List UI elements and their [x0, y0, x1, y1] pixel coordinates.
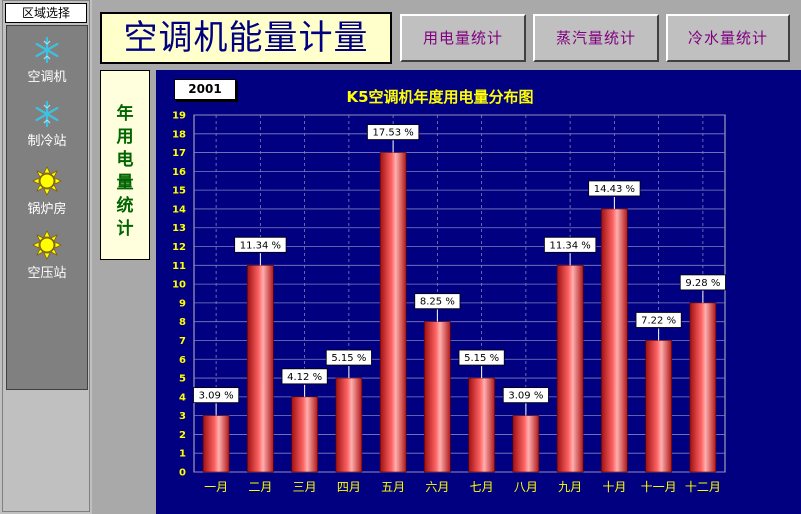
sidebar-item-label: 空压站 [27, 266, 67, 281]
y-tick-label: 18 [172, 129, 186, 140]
data-label-box [679, 274, 726, 291]
y-tick-label: 13 [172, 223, 186, 234]
electricity-stats-button[interactable]: 用电量统计 [400, 14, 526, 62]
y-tick-label: 19 [172, 111, 186, 122]
bar [645, 340, 672, 473]
snowflake-icon [35, 36, 59, 64]
data-label-box [544, 236, 597, 253]
y-tick-label: 2 [179, 430, 186, 441]
data-label-box [234, 236, 287, 253]
bar [689, 302, 717, 473]
data-label: 17.53 % [372, 128, 413, 139]
sidebar-item-label: 制冷站 [27, 134, 67, 149]
bar [335, 377, 363, 473]
y-tick-label: 7 [179, 336, 186, 347]
x-tick-label: 九月 [558, 480, 582, 494]
y-tick-label: 10 [172, 280, 186, 291]
bar [202, 415, 230, 473]
sidebar-item-label: 锅炉房 [27, 202, 67, 217]
data-label-box [281, 368, 328, 385]
y-tick-label: 11 [172, 261, 186, 272]
y-tick-label: 3 [179, 411, 186, 422]
y-tick-label: 16 [172, 167, 186, 178]
chart-title: K5空调机年度用电量分布图 [346, 88, 534, 106]
sidebar-item-ac-unit[interactable]: 空调机 [7, 36, 87, 85]
y-tick-label: 5 [179, 374, 186, 385]
bar [468, 377, 495, 473]
annual-electricity-label: 年用电量统计 [100, 70, 150, 260]
bar [601, 208, 628, 473]
y-tick-label: 4 [179, 392, 186, 403]
bar [291, 396, 318, 473]
x-tick-label: 一月 [204, 480, 228, 494]
x-tick-label: 三月 [293, 480, 317, 494]
bar [247, 265, 274, 473]
data-label: 9.28 % [685, 278, 720, 289]
region-select-header: 区域选择 [5, 3, 87, 23]
x-tick-label: 六月 [425, 480, 449, 494]
bar [379, 152, 407, 473]
year-field[interactable]: 2001 [174, 79, 236, 100]
sun-icon [32, 166, 62, 196]
bar [556, 265, 584, 473]
y-tick-label: 6 [179, 355, 186, 366]
data-label: 5.15 % [464, 353, 499, 364]
sidebar-item-chiller-station[interactable]: 制冷站 [7, 100, 87, 149]
x-tick-label: 十月 [602, 480, 626, 494]
x-tick-label: 四月 [337, 480, 361, 494]
data-label: 3.09 % [199, 391, 234, 402]
y-tick-label: 9 [179, 298, 186, 309]
chilled-water-stats-button[interactable]: 冷水量统计 [666, 14, 790, 62]
steam-stats-button[interactable]: 蒸汽量统计 [533, 14, 659, 62]
data-label-box [325, 349, 372, 366]
y-tick-label: 12 [172, 242, 186, 253]
data-label-box [367, 124, 420, 140]
bar [512, 415, 540, 473]
data-label: 11.34 % [240, 240, 281, 251]
data-label: 4.12 % [287, 372, 322, 383]
y-tick-label: 0 [179, 468, 186, 479]
snowflake-icon [35, 100, 59, 128]
sidebar-item-boiler-room[interactable]: 锅炉房 [7, 166, 87, 217]
data-label-box [635, 312, 682, 328]
x-tick-label: 十二月 [685, 480, 721, 494]
region-panel: 区域选择 空调机 [2, 0, 90, 512]
data-label: 5.15 % [331, 353, 366, 364]
x-tick-label: 十一月 [641, 480, 677, 494]
region-list: 空调机 制冷站 [6, 25, 88, 390]
data-label-box [588, 180, 641, 197]
page-title: 空调机能量计量 [100, 12, 392, 64]
sun-icon [32, 230, 62, 260]
y-tick-label: 1 [179, 449, 186, 460]
data-label: 8.25 % [420, 297, 455, 308]
annual-electricity-label-text: 年用电量统计 [116, 104, 134, 239]
sidebar-item-compressor-station[interactable]: 空压站 [7, 230, 87, 281]
y-tick-label: 14 [172, 204, 186, 215]
data-label: 7.22 % [641, 315, 676, 326]
bar [424, 321, 451, 473]
data-label-box [414, 293, 461, 310]
x-tick-label: 五月 [381, 480, 405, 494]
sidebar-item-label: 空调机 [27, 70, 67, 85]
data-label: 11.34 % [549, 240, 590, 251]
y-tick-label: 17 [172, 148, 186, 159]
data-label-box [458, 349, 505, 366]
x-tick-label: 七月 [470, 480, 494, 494]
data-label: 14.43 % [594, 184, 635, 195]
y-tick-label: 15 [172, 186, 186, 197]
x-tick-label: 八月 [514, 480, 538, 494]
y-tick-label: 8 [179, 317, 186, 328]
data-label-box [193, 387, 240, 404]
x-tick-label: 二月 [248, 480, 272, 494]
data-label: 3.09 % [508, 391, 543, 402]
data-label-box [502, 387, 549, 404]
